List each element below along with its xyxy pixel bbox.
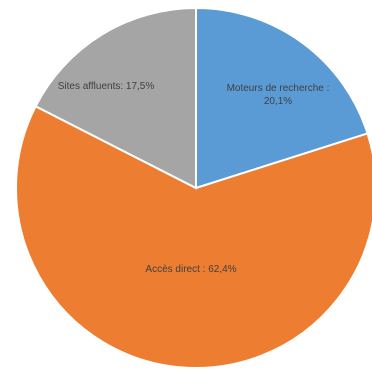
data-label-line: Moteurs de recherche : <box>227 83 330 94</box>
data-label-sites-affluents: Sites affluents: 17,5% <box>58 81 155 92</box>
data-label-line: Sites affluents: 17,5% <box>58 81 155 92</box>
pie-slice-sites-affluents <box>34 6 197 190</box>
data-label-moteurs-de-recherche: Moteurs de recherche : 20,1% <box>227 83 330 107</box>
pie-slice-moteurs-de-recherche <box>195 6 369 190</box>
pie-data-labels: Moteurs de recherche : 20,1% Accès direct … <box>58 81 330 275</box>
data-label-acces-direct: Accès direct : 62,4% <box>145 264 236 275</box>
data-label-line: 20,1% <box>264 96 292 107</box>
data-label-line: Accès direct : 62,4% <box>145 264 236 275</box>
pie-slice-acces-direct <box>15 104 372 369</box>
pie-slices <box>15 6 372 369</box>
